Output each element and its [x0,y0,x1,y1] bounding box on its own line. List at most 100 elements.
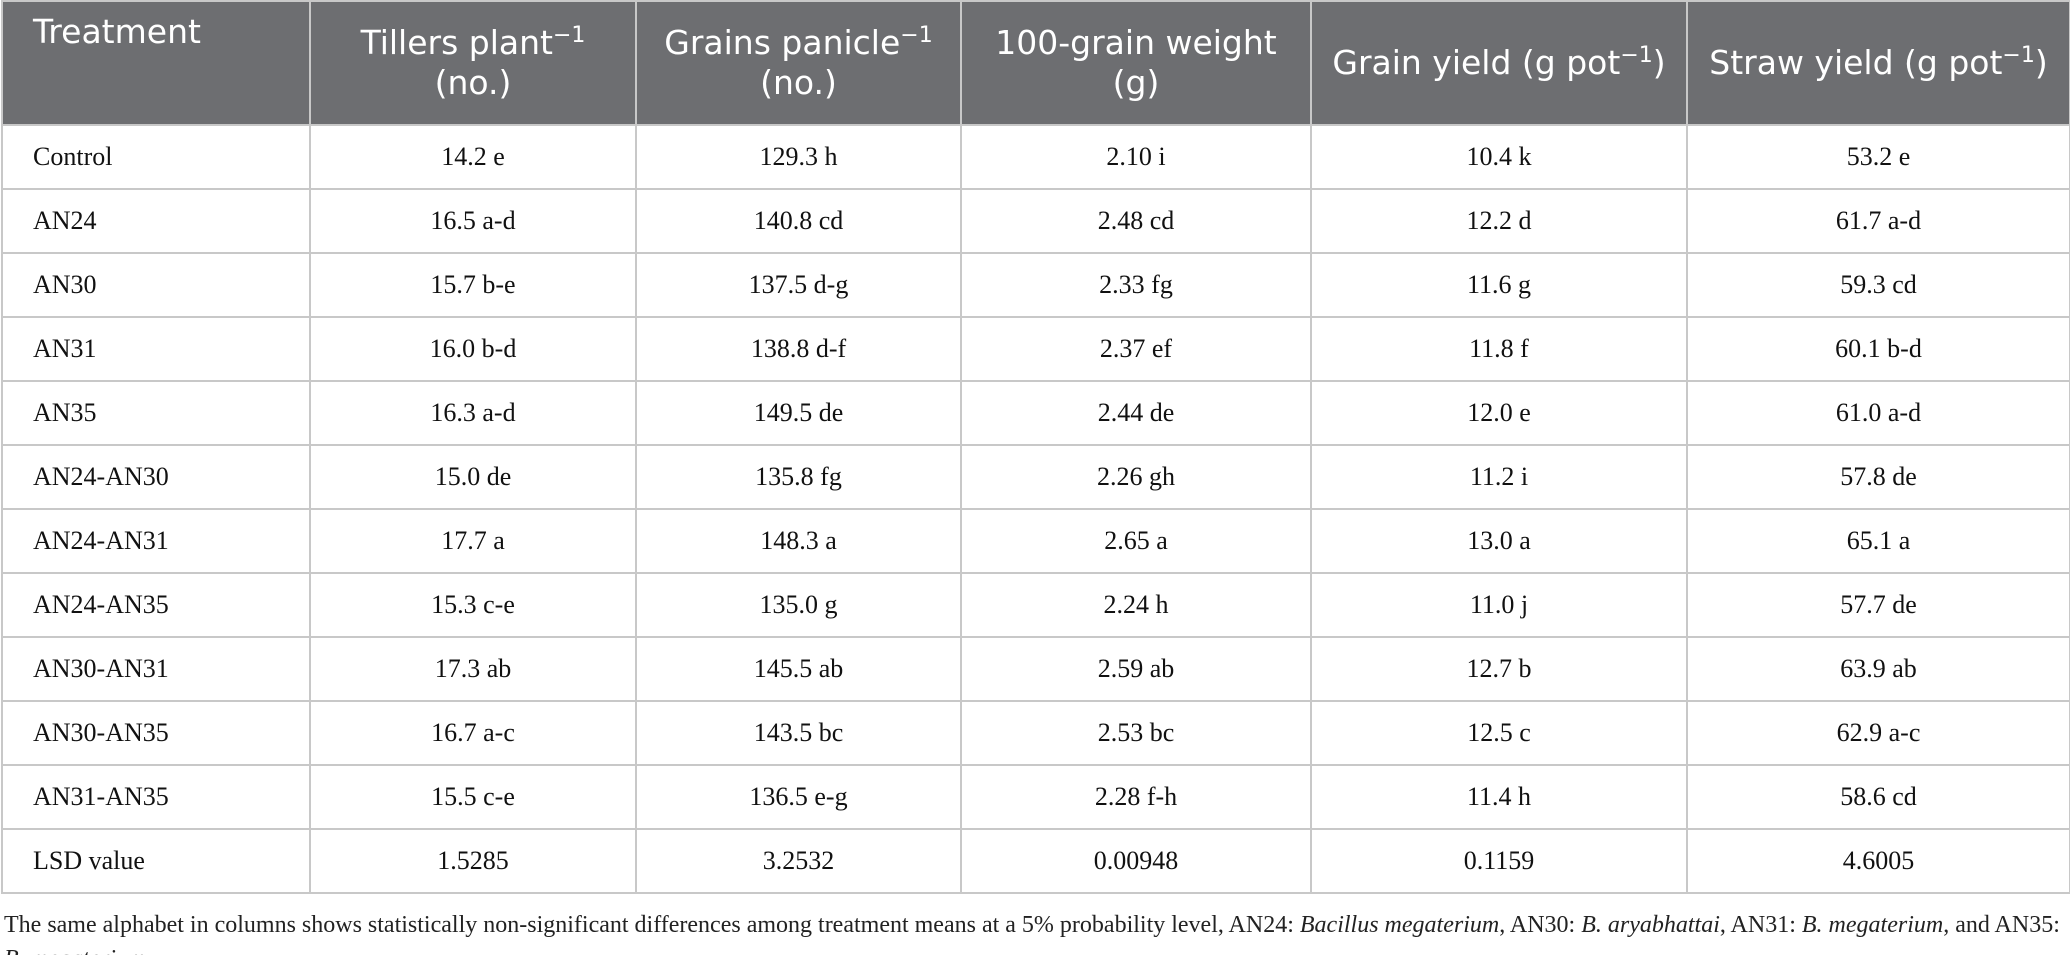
footnote-text: . [145,946,151,955]
cell: 11.4 h [1310,764,1688,830]
table-row: AN30-AN31 17.3 ab 145.5 ab 2.59 ab 12.7 b 63.… [1,636,2070,702]
table-row: AN30-AN35 16.7 a-c 143.5 bc 2.53 bc 12.5 c 62… [1,700,2070,766]
row-label: AN30-AN31 [1,636,311,702]
footnote-text: B. megaterium [4,946,145,955]
cell: 16.5 a-d [309,188,637,254]
footnote-text: , AN31: [1719,912,1802,938]
footnote-text: , and AN35: [1943,912,2060,938]
header-superscript: −1 [2002,43,2035,68]
table-row: AN30 15.7 b-e 137.5 d-g 2.33 fg 11.6 g 59.3 c… [1,252,2070,318]
cell: 12.7 b [1310,636,1688,702]
cell: 17.3 ab [309,636,637,702]
cell: 149.5 de [635,380,962,446]
cell: 62.9 a-c [1686,700,2070,766]
cell: 12.2 d [1310,188,1688,254]
header-text: Grains panicle [664,23,901,62]
header-superscript: −1 [1620,43,1653,68]
table-row: AN31-AN35 15.5 c-e 136.5 e-g 2.28 f-h 11.4 h… [1,764,2070,830]
header-superscript: −1 [900,23,933,48]
cell: 13.0 a [1310,508,1688,574]
header-text: ) [2034,43,2048,82]
row-label: AN24-AN30 [1,444,311,510]
cell: 2.28 f-h [960,764,1312,830]
column-header: Tillers plant−1 (no.) [309,0,637,126]
header-text: (no.) [760,63,837,102]
cell: 2.24 h [960,572,1312,638]
cell: 2.59 ab [960,636,1312,702]
table-row: LSD value 1.5285 3.2532 0.00948 0.1159 4.6005 [1,828,2070,894]
cell: 60.1 b-d [1686,316,2070,382]
column-header: Straw yield (g pot−1) [1686,0,2070,126]
cell: 16.7 a-c [309,700,637,766]
row-label: AN24-AN35 [1,572,311,638]
cell: 12.5 c [1310,700,1688,766]
cell: 135.0 g [635,572,962,638]
table-body: Control 14.2 e 129.3 h 2.10 i 10.4 k 53.2 e AN… [1,124,2070,894]
footnote-text: , AN30: [1499,912,1582,938]
cell: 59.3 cd [1686,252,2070,318]
cell: 129.3 h [635,124,962,190]
table-row: AN35 16.3 a-d 149.5 de 2.44 de 12.0 e 61.0 a-… [1,380,2070,446]
cell: 15.0 de [309,444,637,510]
header-row: Treatment Tillers plant−1 (no.) Grains pan… [1,0,2070,126]
header-text: ) [1652,43,1666,82]
cell: 0.1159 [1310,828,1688,894]
cell: 140.8 cd [635,188,962,254]
cell: 11.0 j [1310,572,1688,638]
cell: 61.7 a-d [1686,188,2070,254]
cell: 16.3 a-d [309,380,637,446]
cell: 17.7 a [309,508,637,574]
cell: 138.8 d-f [635,316,962,382]
row-label: AN30 [1,252,311,318]
cell: 2.10 i [960,124,1312,190]
row-label: AN30-AN35 [1,700,311,766]
cell: 148.3 a [635,508,962,574]
cell: 0.00948 [960,828,1312,894]
column-header: Treatment [1,0,311,126]
table-row: AN24-AN30 15.0 de 135.8 fg 2.26 gh 11.2 i 57.… [1,444,2070,510]
footnote-text: Bacillus megaterium [1299,912,1500,938]
cell: 2.48 cd [960,188,1312,254]
cell: 10.4 k [1310,124,1688,190]
cell: 61.0 a-d [1686,380,2070,446]
cell: 2.53 bc [960,700,1312,766]
cell: 57.7 de [1686,572,2070,638]
cell: 2.37 ef [960,316,1312,382]
header-text: Straw yield (g pot [1709,43,2003,82]
cell: 11.2 i [1310,444,1688,510]
cell: 11.8 f [1310,316,1688,382]
column-header: Grain yield (g pot−1) [1310,0,1688,126]
cell: 14.2 e [309,124,637,190]
cell: 15.5 c-e [309,764,637,830]
cell: 2.33 fg [960,252,1312,318]
cell: 58.6 cd [1686,764,2070,830]
row-label: AN24-AN31 [1,508,311,574]
row-label: AN35 [1,380,311,446]
column-header: Grains panicle−1 (no.) [635,0,962,126]
header-text: (no.) [434,63,512,102]
cell: 15.3 c-e [309,572,637,638]
row-label: AN31 [1,316,311,382]
cell: 135.8 fg [635,444,962,510]
table-row: AN24 16.5 a-d 140.8 cd 2.48 cd 12.2 d 61.7 a-… [1,188,2070,254]
cell: 145.5 ab [635,636,962,702]
cell: 63.9 ab [1686,636,2070,702]
cell: 2.26 gh [960,444,1312,510]
column-header: 100-grain weight (g) [960,0,1312,126]
data-table: Treatment Tillers plant−1 (no.) Grains pan… [1,0,2070,894]
cell: 11.6 g [1310,252,1688,318]
footnote-text: B. megaterium [1801,912,1944,938]
cell: 16.0 b-d [309,316,637,382]
cell: 3.2532 [635,828,962,894]
cell: 136.5 e-g [635,764,962,830]
table-row: AN24-AN35 15.3 c-e 135.0 g 2.24 h 11.0 j 57.7… [1,572,2070,638]
footnote: The same alphabet in columns shows stati… [4,908,2066,955]
cell: 53.2 e [1686,124,2070,190]
header-text: Grain yield (g pot [1332,43,1621,82]
row-label: LSD value [1,828,311,894]
table-row: AN24-AN31 17.7 a 148.3 a 2.65 a 13.0 a 65.1 a [1,508,2070,574]
footnote-text: The same alphabet in columns shows stati… [4,912,1300,938]
table-row: Control 14.2 e 129.3 h 2.10 i 10.4 k 53.2 e [1,124,2070,190]
cell: 12.0 e [1310,380,1688,446]
